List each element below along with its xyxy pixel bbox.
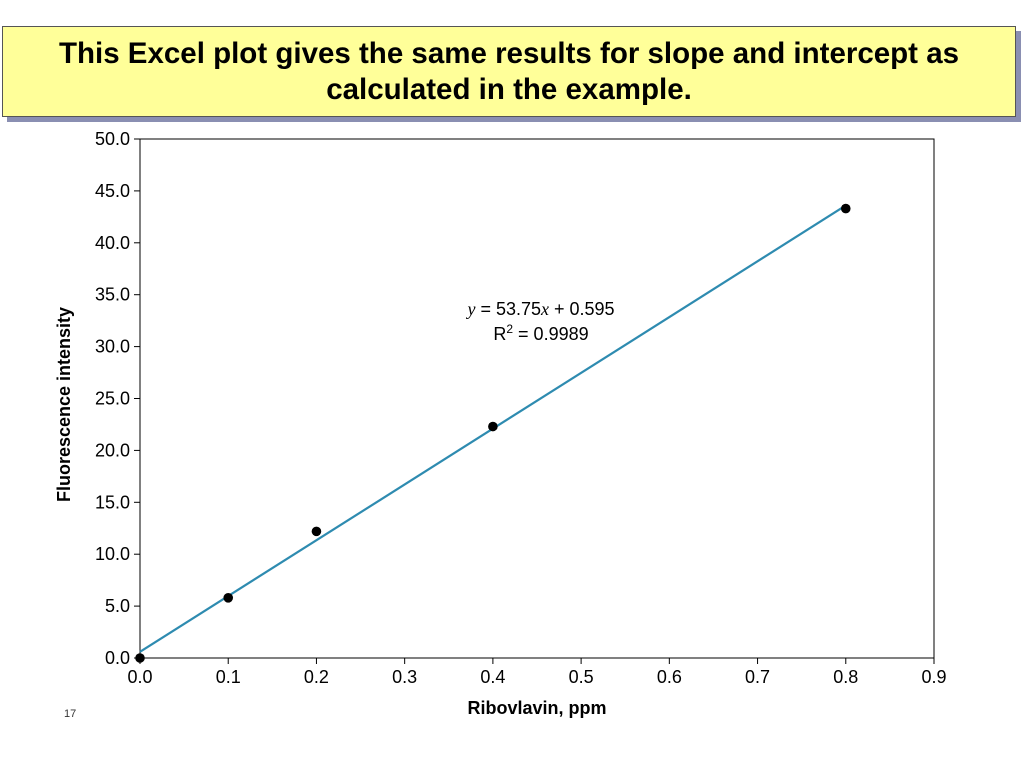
x-tick-label: 0.0 (127, 667, 152, 687)
y-tick-label: 35.0 (95, 285, 130, 305)
y-axis-ticks: 0.0 5.0 10.0 15.0 20.0 25.0 30.0 35.0 40.0 45.0 50… (95, 129, 140, 668)
y-tick-label: 0.0 (105, 648, 130, 668)
y-tick-label: 45.0 (95, 181, 130, 201)
y-tick-label: 20.0 (95, 440, 130, 460)
r-label: R (493, 324, 506, 344)
plot-area-frame (139, 138, 935, 659)
y-axis-title: Fluorescence intensity (54, 307, 74, 502)
equation-y-var: y (465, 299, 475, 319)
equation-x-var: x (540, 299, 549, 319)
x-tick-label: 0.3 (392, 667, 417, 687)
x-tick-label: 0.9 (921, 667, 946, 687)
r-value: = 0.9989 (513, 324, 589, 344)
data-point (223, 592, 234, 603)
y-tick-label: 30.0 (95, 337, 130, 357)
x-axis-title: Ribovlavin, ppm (467, 698, 606, 718)
trendline-equation: y = 53.75x + 0.595 (465, 299, 614, 319)
x-tick-label: 0.1 (216, 667, 241, 687)
x-tick-label: 0.6 (657, 667, 682, 687)
x-tick-label: 0.5 (569, 667, 594, 687)
data-point (135, 653, 145, 663)
x-tick-label: 0.7 (745, 667, 770, 687)
y-tick-label: 15.0 (95, 492, 130, 512)
slide-title: This Excel plot gives the same results f… (58, 37, 960, 106)
x-axis-ticks: 0.0 0.1 0.2 0.3 0.4 0.5 0.6 0.7 0.8 0.9 (127, 658, 947, 687)
r-exponent: 2 (506, 322, 513, 336)
x-tick-label: 0.8 (833, 667, 858, 687)
x-tick-label: 0.2 (304, 667, 329, 687)
title-box: This Excel plot gives the same results f… (2, 26, 1016, 117)
y-tick-label: 25.0 (95, 389, 130, 409)
slide-number: 17 (64, 708, 77, 720)
equation-slope: = 53.75 (475, 299, 541, 319)
y-tick-label: 10.0 (95, 544, 130, 564)
y-tick-label: 50.0 (95, 129, 130, 149)
data-point (311, 526, 322, 537)
r-squared-label: R2 = 0.9989 (493, 322, 588, 344)
data-points (135, 203, 851, 663)
equation-intercept: + 0.595 (549, 299, 615, 319)
y-tick-label: 5.0 (105, 596, 130, 616)
data-point (840, 203, 851, 214)
y-tick-label: 40.0 (95, 233, 130, 253)
data-point (488, 421, 498, 432)
x-tick-label: 0.4 (480, 667, 505, 687)
